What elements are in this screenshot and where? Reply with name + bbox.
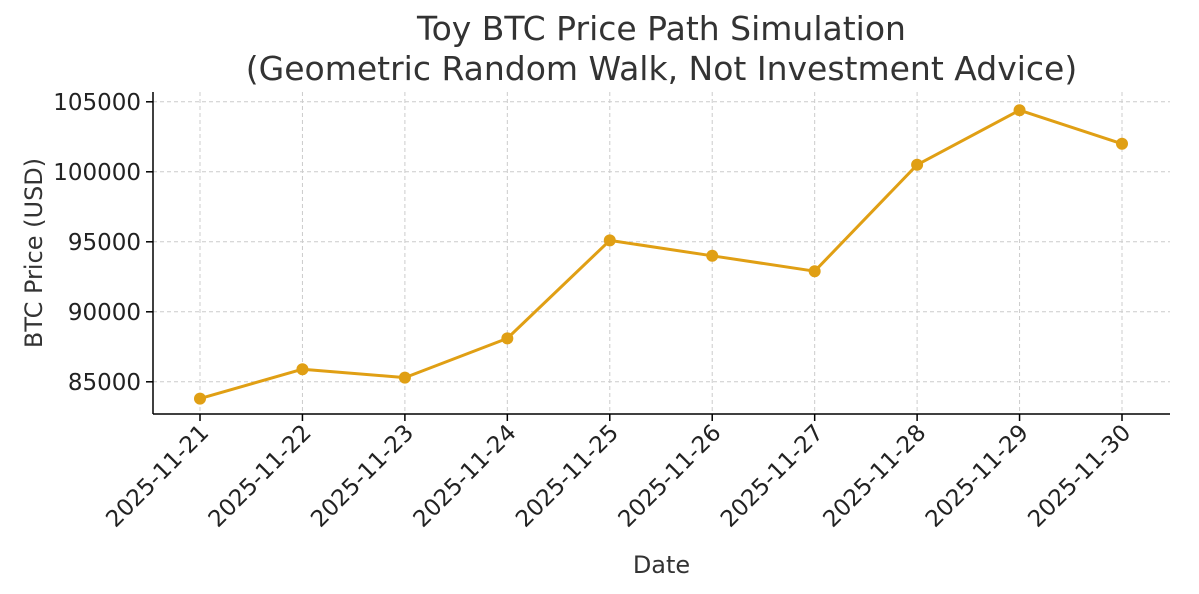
data-point xyxy=(398,371,411,384)
data-point xyxy=(706,249,719,262)
y-tick-label: 105000 xyxy=(53,90,141,116)
data-point xyxy=(194,392,206,405)
axes xyxy=(152,92,1170,415)
data-point xyxy=(603,234,616,247)
y-tick-label: 100000 xyxy=(53,160,141,186)
x-axis-label: Date xyxy=(633,551,690,579)
x-tick-label: 2025-11-24 xyxy=(409,420,522,533)
x-tick-label: 2025-11-27 xyxy=(716,420,829,533)
data-point xyxy=(1116,137,1128,150)
y-tick-label: 90000 xyxy=(68,300,141,326)
data-point xyxy=(1013,104,1026,117)
series-line xyxy=(199,108,1123,401)
y-tick-label: 95000 xyxy=(68,230,141,256)
data-point xyxy=(296,363,309,376)
x-tick-label: 2025-11-28 xyxy=(818,420,931,533)
x-tick-label: 2025-11-22 xyxy=(204,420,317,533)
chart-title-line-2: (Geometric Random Walk, Not Investment A… xyxy=(246,49,1077,88)
y-axis-label: BTC Price (USD) xyxy=(20,158,48,348)
grid xyxy=(153,92,1170,414)
series xyxy=(194,104,1128,405)
y-tick-label: 85000 xyxy=(68,370,141,396)
chart-title-line-1: Toy BTC Price Path Simulation xyxy=(416,9,906,48)
data-point xyxy=(911,158,924,171)
x-tick-label: 2025-11-25 xyxy=(511,420,624,533)
ticks: 8500090000950001000001050002025-11-21202… xyxy=(53,90,1136,533)
x-tick-label: 2025-11-21 xyxy=(101,420,214,533)
data-point xyxy=(501,332,514,345)
x-tick-label: 2025-11-26 xyxy=(614,420,727,533)
x-tick-label: 2025-11-23 xyxy=(306,420,419,533)
data-point xyxy=(808,265,821,278)
chart-title: Toy BTC Price Path Simulation (Geometric… xyxy=(246,9,1077,88)
x-tick-label: 2025-11-30 xyxy=(1023,420,1136,533)
x-tick-label: 2025-11-29 xyxy=(921,420,1034,533)
